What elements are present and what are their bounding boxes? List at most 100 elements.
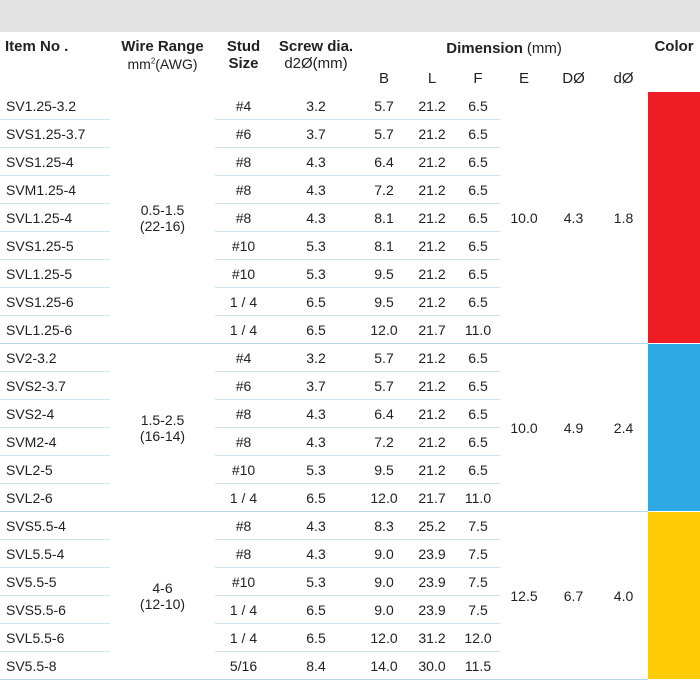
- header-color: Color: [654, 38, 694, 55]
- header-d-small: dØ: [613, 69, 634, 87]
- dim-b-cell: 7.2: [360, 427, 408, 456]
- dim-l-cell: 23.9: [408, 567, 456, 596]
- dim-l-cell: 21.2: [408, 147, 456, 176]
- dim-f-cell: 7.5: [456, 567, 500, 596]
- dim-b-cell: 8.3: [360, 511, 408, 540]
- table-row: SVL2-6 1 / 4 6.5 12.0 21.7 11.0: [0, 483, 700, 512]
- dim-l-cell: 23.9: [408, 539, 456, 568]
- dim-b-cell: 5.7: [360, 371, 408, 400]
- stud-size-cell: #6: [215, 119, 272, 148]
- table-row: SVL1.25-6 1 / 4 6.5 12.0 21.7 11.0: [0, 315, 700, 344]
- dim-l-cell: 21.2: [408, 427, 456, 456]
- wire-range-mm2: 1.5-2.5: [140, 411, 185, 428]
- dim-b-cell: 6.4: [360, 147, 408, 176]
- table-row: SVL1.25-4 #8 4.3 8.1 21.2 6.5: [0, 203, 700, 232]
- table-row: SVS1.25-3.7 #6 3.7 5.7 21.2 6.5: [0, 119, 700, 148]
- item-no-cell: SVS5.5-4: [0, 511, 110, 540]
- dim-b-cell: 9.0: [360, 567, 408, 596]
- screw-dia-cell: 6.5: [272, 315, 360, 344]
- wire-range-cell: 1.5-2.5 (16-14): [110, 343, 215, 512]
- dim-f-cell: 12.0: [456, 623, 500, 652]
- dim-e-cell: 10.0: [500, 343, 548, 512]
- dim-l-cell: 23.9: [408, 595, 456, 624]
- dim-f-cell: 7.5: [456, 595, 500, 624]
- dim-f-cell: 6.5: [456, 455, 500, 484]
- screw-dia-cell: 3.7: [272, 371, 360, 400]
- item-no-cell: SVL2-5: [0, 455, 110, 484]
- dim-l-cell: 21.2: [408, 399, 456, 428]
- screw-dia-cell: 3.7: [272, 119, 360, 148]
- dim-l-cell: 21.2: [408, 259, 456, 288]
- header-b: B: [378, 69, 389, 87]
- stud-size-cell: #4: [215, 92, 272, 120]
- dim-f-cell: 6.5: [456, 203, 500, 232]
- stud-size-cell: #8: [215, 175, 272, 204]
- dim-e-cell: 10.0: [500, 92, 548, 344]
- screw-dia-cell: 4.3: [272, 175, 360, 204]
- item-no-cell: SVS1.25-6: [0, 287, 110, 316]
- item-no-cell: SVS1.25-4: [0, 147, 110, 176]
- stud-size-cell: #10: [215, 259, 272, 288]
- screw-dia-cell: 4.3: [272, 511, 360, 540]
- dim-f-cell: 7.5: [456, 539, 500, 568]
- stud-size-cell: #8: [215, 511, 272, 540]
- table-row: SVS1.25-4 #8 4.3 6.4 21.2 6.5: [0, 147, 700, 176]
- dim-l-cell: 25.2: [408, 511, 456, 540]
- dim-b-cell: 6.4: [360, 399, 408, 428]
- screw-dia-cell: 4.3: [272, 427, 360, 456]
- dim-d-small-cell: 2.4: [599, 343, 649, 512]
- top-banner: [0, 0, 700, 32]
- item-no-cell: SVM2-4: [0, 427, 110, 456]
- stud-size-cell: #8: [215, 539, 272, 568]
- dim-b-cell: 9.5: [360, 287, 408, 316]
- stud-size-cell: 1 / 4: [215, 595, 272, 624]
- table-row: SV5.5-5 #10 5.3 9.0 23.9 7.5: [0, 567, 700, 596]
- stud-size-cell: #10: [215, 231, 272, 260]
- item-no-cell: SVL2-6: [0, 483, 110, 512]
- dim-b-cell: 5.7: [360, 119, 408, 148]
- dim-b-cell: 7.2: [360, 175, 408, 204]
- dim-b-cell: 8.1: [360, 203, 408, 232]
- screw-dia-cell: 4.3: [272, 399, 360, 428]
- item-no-cell: SVS2-4: [0, 399, 110, 428]
- item-no-cell: SVS2-3.7: [0, 371, 110, 400]
- stud-size-cell: #10: [215, 567, 272, 596]
- dim-d-big-cell: 6.7: [548, 511, 599, 680]
- dim-b-cell: 12.0: [360, 483, 408, 512]
- table-row: SVS5.5-4 4-6 (12-10) #8 4.3 8.3 25.2 7.5 12.5 6.7…: [0, 511, 700, 680]
- stud-size-cell: #8: [215, 203, 272, 232]
- item-no-cell: SVL1.25-4: [0, 203, 110, 232]
- table-row: SVL2-5 #10 5.3 9.5 21.2 6.5: [0, 455, 700, 484]
- stud-size-cell: 5/16: [215, 651, 272, 680]
- dim-l-cell: 21.2: [408, 175, 456, 204]
- screw-dia-cell: 8.4: [272, 651, 360, 680]
- table-row: SV2-3.2 1.5-2.5 (16-14) #4 3.2 5.7 21.2 6.5 10.0…: [0, 343, 700, 512]
- stud-size-cell: 1 / 4: [215, 287, 272, 316]
- table-row: SVL5.5-6 1 / 4 6.5 12.0 31.2 12.0: [0, 623, 700, 652]
- screw-dia-cell: 3.2: [272, 343, 360, 372]
- wire-range-mm2: 4-6: [152, 579, 173, 596]
- wire-range-awg: (22-16): [139, 217, 186, 234]
- dim-f-cell: 6.5: [456, 343, 500, 372]
- dim-b-cell: 8.1: [360, 231, 408, 260]
- header-e: E: [518, 69, 529, 87]
- table-row: SVL1.25-5 #10 5.3 9.5 21.2 6.5: [0, 259, 700, 288]
- wire-range-awg: (12-10): [139, 595, 186, 612]
- wire-range-cell: 4-6 (12-10): [110, 511, 215, 680]
- wire-range-awg: (16-14): [139, 427, 186, 444]
- stud-size-cell: #6: [215, 371, 272, 400]
- dim-f-cell: 6.5: [456, 119, 500, 148]
- screw-dia-cell: 4.3: [272, 147, 360, 176]
- dim-f-cell: 11.0: [456, 315, 500, 344]
- terminal-spec-table: Item No . Wire Range mm2(AWG) Stud Size …: [0, 33, 700, 680]
- table-row: SV1.25-3.2 0.5-1.5 (22-16) #4 3.2 5.7 21.2 6.5 1…: [0, 92, 700, 344]
- screw-dia-cell: 4.3: [272, 539, 360, 568]
- stud-size-cell: 1 / 4: [215, 623, 272, 652]
- dim-f-cell: 6.5: [456, 147, 500, 176]
- screw-dia-cell: 6.5: [272, 623, 360, 652]
- dim-f-cell: 6.5: [456, 231, 500, 260]
- stud-size-cell: #8: [215, 427, 272, 456]
- dim-l-cell: 21.7: [408, 483, 456, 512]
- dim-b-cell: 12.0: [360, 623, 408, 652]
- screw-dia-cell: 5.3: [272, 231, 360, 260]
